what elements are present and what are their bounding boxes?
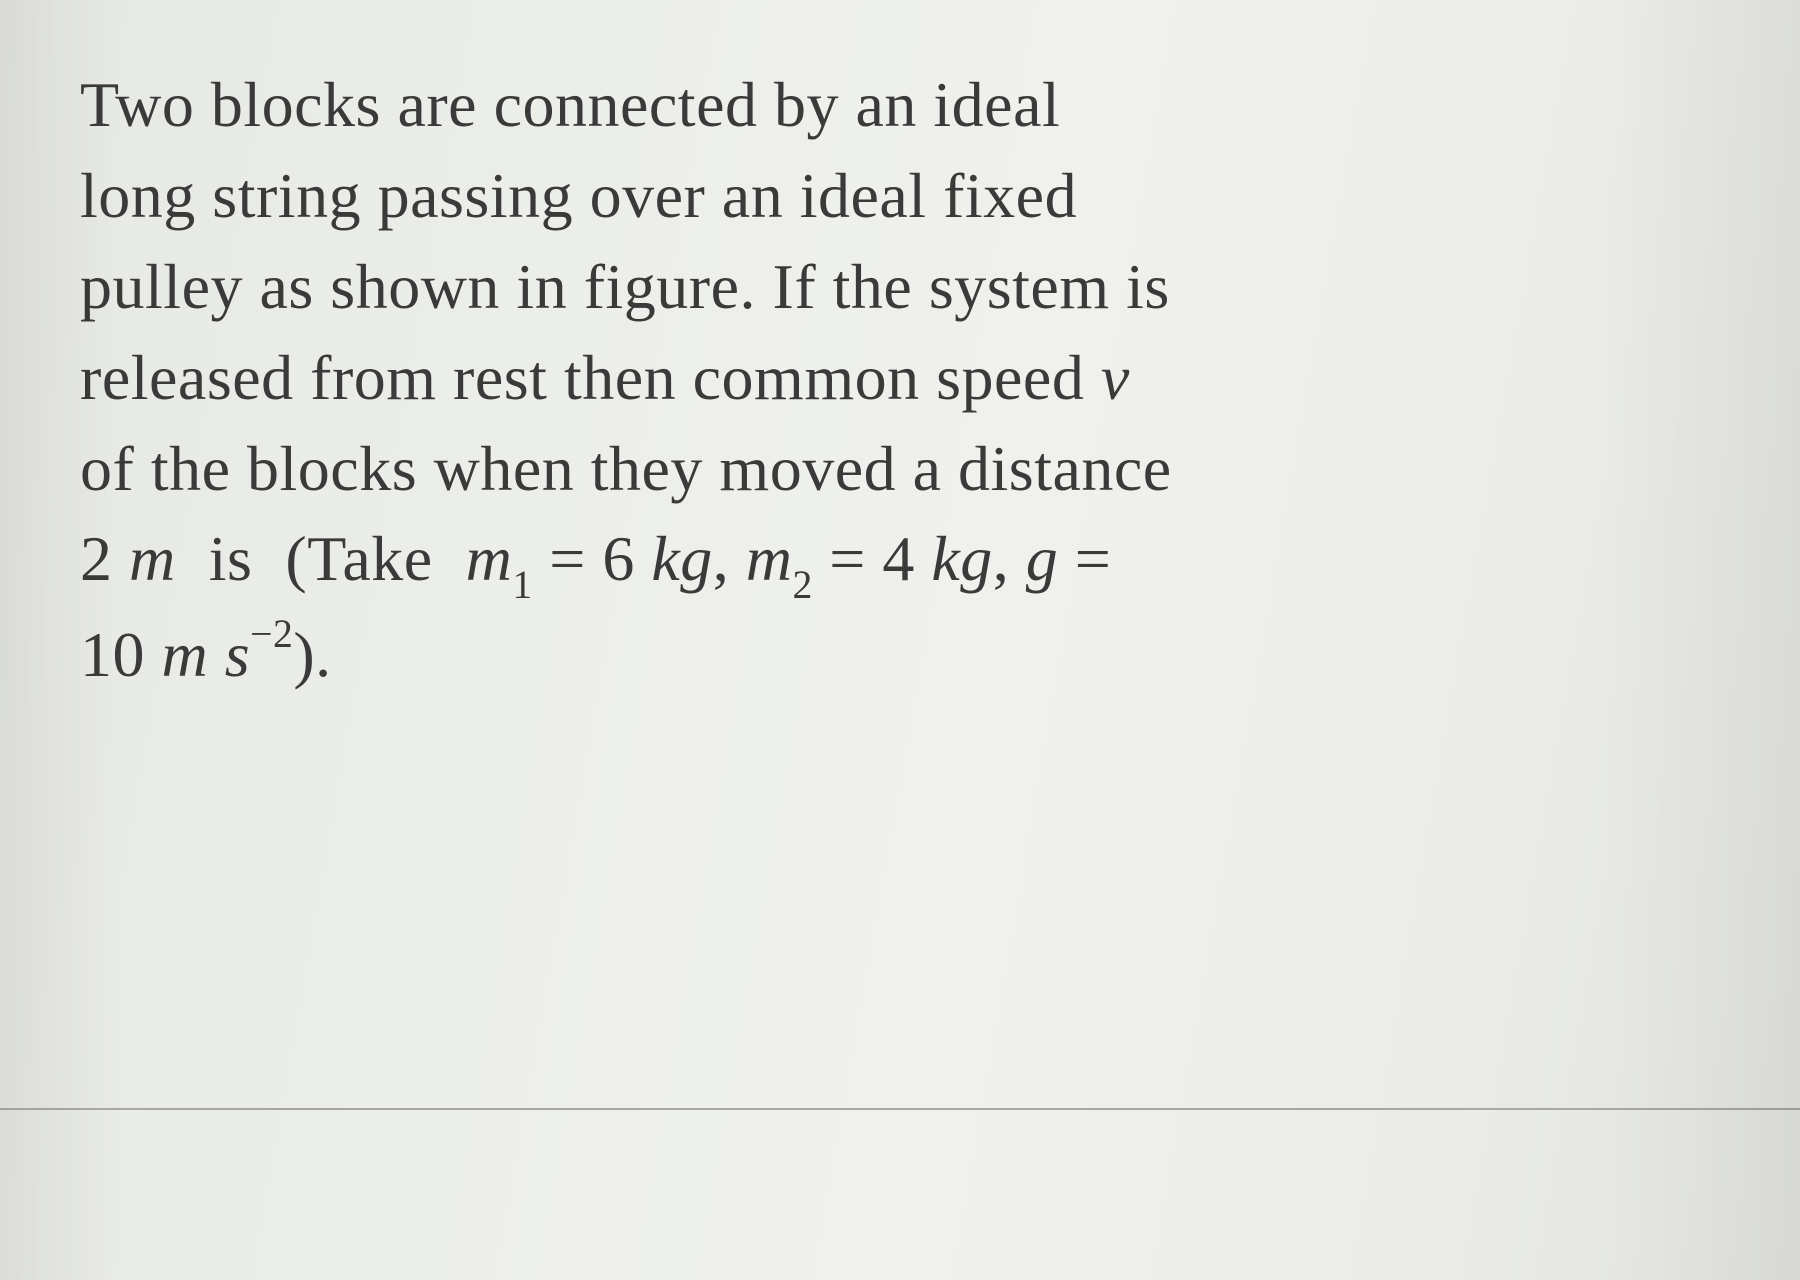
horizontal-rule bbox=[0, 1108, 1800, 1110]
m1-symbol: m bbox=[466, 523, 513, 594]
exp-neg2: −2 bbox=[250, 612, 293, 656]
unit-m-1: m bbox=[129, 523, 176, 594]
m2-symbol: m bbox=[746, 523, 793, 594]
m2-value: 4 bbox=[882, 523, 931, 594]
line-1: Two blocks are connected by an ideal bbox=[80, 69, 1060, 140]
close-paren: ). bbox=[293, 619, 331, 690]
kg-1: kg bbox=[651, 523, 712, 594]
comma-1: , bbox=[713, 523, 746, 594]
scanned-page: Two blocks are connected by an ideal lon… bbox=[0, 0, 1800, 1280]
m1-subscript: 1 bbox=[512, 563, 532, 607]
line-2: long string passing over an ideal fixed bbox=[80, 160, 1077, 231]
line-7-prefix: 10 bbox=[80, 619, 162, 690]
comma-2: , bbox=[993, 523, 1026, 594]
line-5: of the blocks when they moved a distance bbox=[80, 433, 1172, 504]
m1-value: 6 bbox=[602, 523, 651, 594]
g-symbol: g bbox=[1026, 523, 1059, 594]
kg-2: kg bbox=[931, 523, 992, 594]
eq-3: = bbox=[1058, 523, 1111, 594]
line-6-prefix: 2 bbox=[80, 523, 129, 594]
question-text: Two blocks are connected by an ideal lon… bbox=[80, 60, 1740, 700]
eq-1: = bbox=[533, 523, 603, 594]
m2-subscript: 2 bbox=[792, 563, 812, 607]
line-3: pulley as shown in figure. If the system… bbox=[80, 251, 1170, 322]
variable-v: v bbox=[1101, 342, 1130, 413]
unit-ms: m s bbox=[162, 619, 251, 690]
line-4a: released from rest then common speed bbox=[80, 342, 1101, 413]
line-6-mid: is (Take bbox=[176, 523, 466, 594]
eq-2: = bbox=[813, 523, 883, 594]
